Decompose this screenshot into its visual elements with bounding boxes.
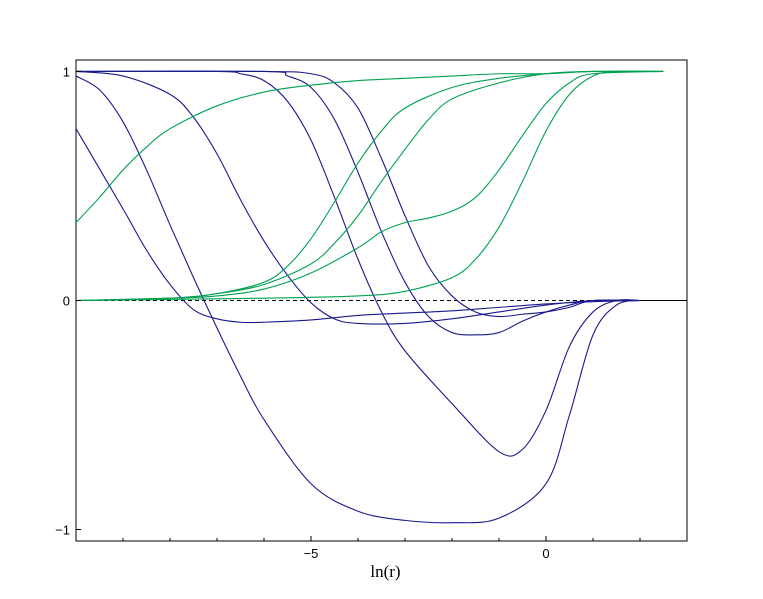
series-line-3-blue [75, 70, 641, 325]
series-line-5-blue [75, 70, 641, 336]
series-line-6-blue [75, 70, 641, 318]
series-line-2-blue [75, 75, 641, 524]
series-line-1-blue [75, 128, 641, 324]
series-line-4-blue [75, 70, 641, 457]
series-line-7-green [75, 70, 664, 223]
y-tick-label: 0 [63, 294, 70, 309]
series-group [75, 70, 664, 524]
series-line-9-green [75, 70, 664, 302]
x-tick-label: −5 [304, 546, 319, 561]
series-line-11-green [75, 70, 664, 302]
series-line-8-green [75, 70, 664, 302]
series-line-10-green [75, 70, 664, 302]
x-axis-label: ln(r) [370, 562, 400, 581]
x-tick-label: 0 [542, 546, 549, 561]
y-tick-label: −1 [55, 523, 70, 538]
tick-labels: −5 0 −1 0 1 [55, 64, 641, 561]
y-tick-label: 1 [63, 64, 70, 79]
